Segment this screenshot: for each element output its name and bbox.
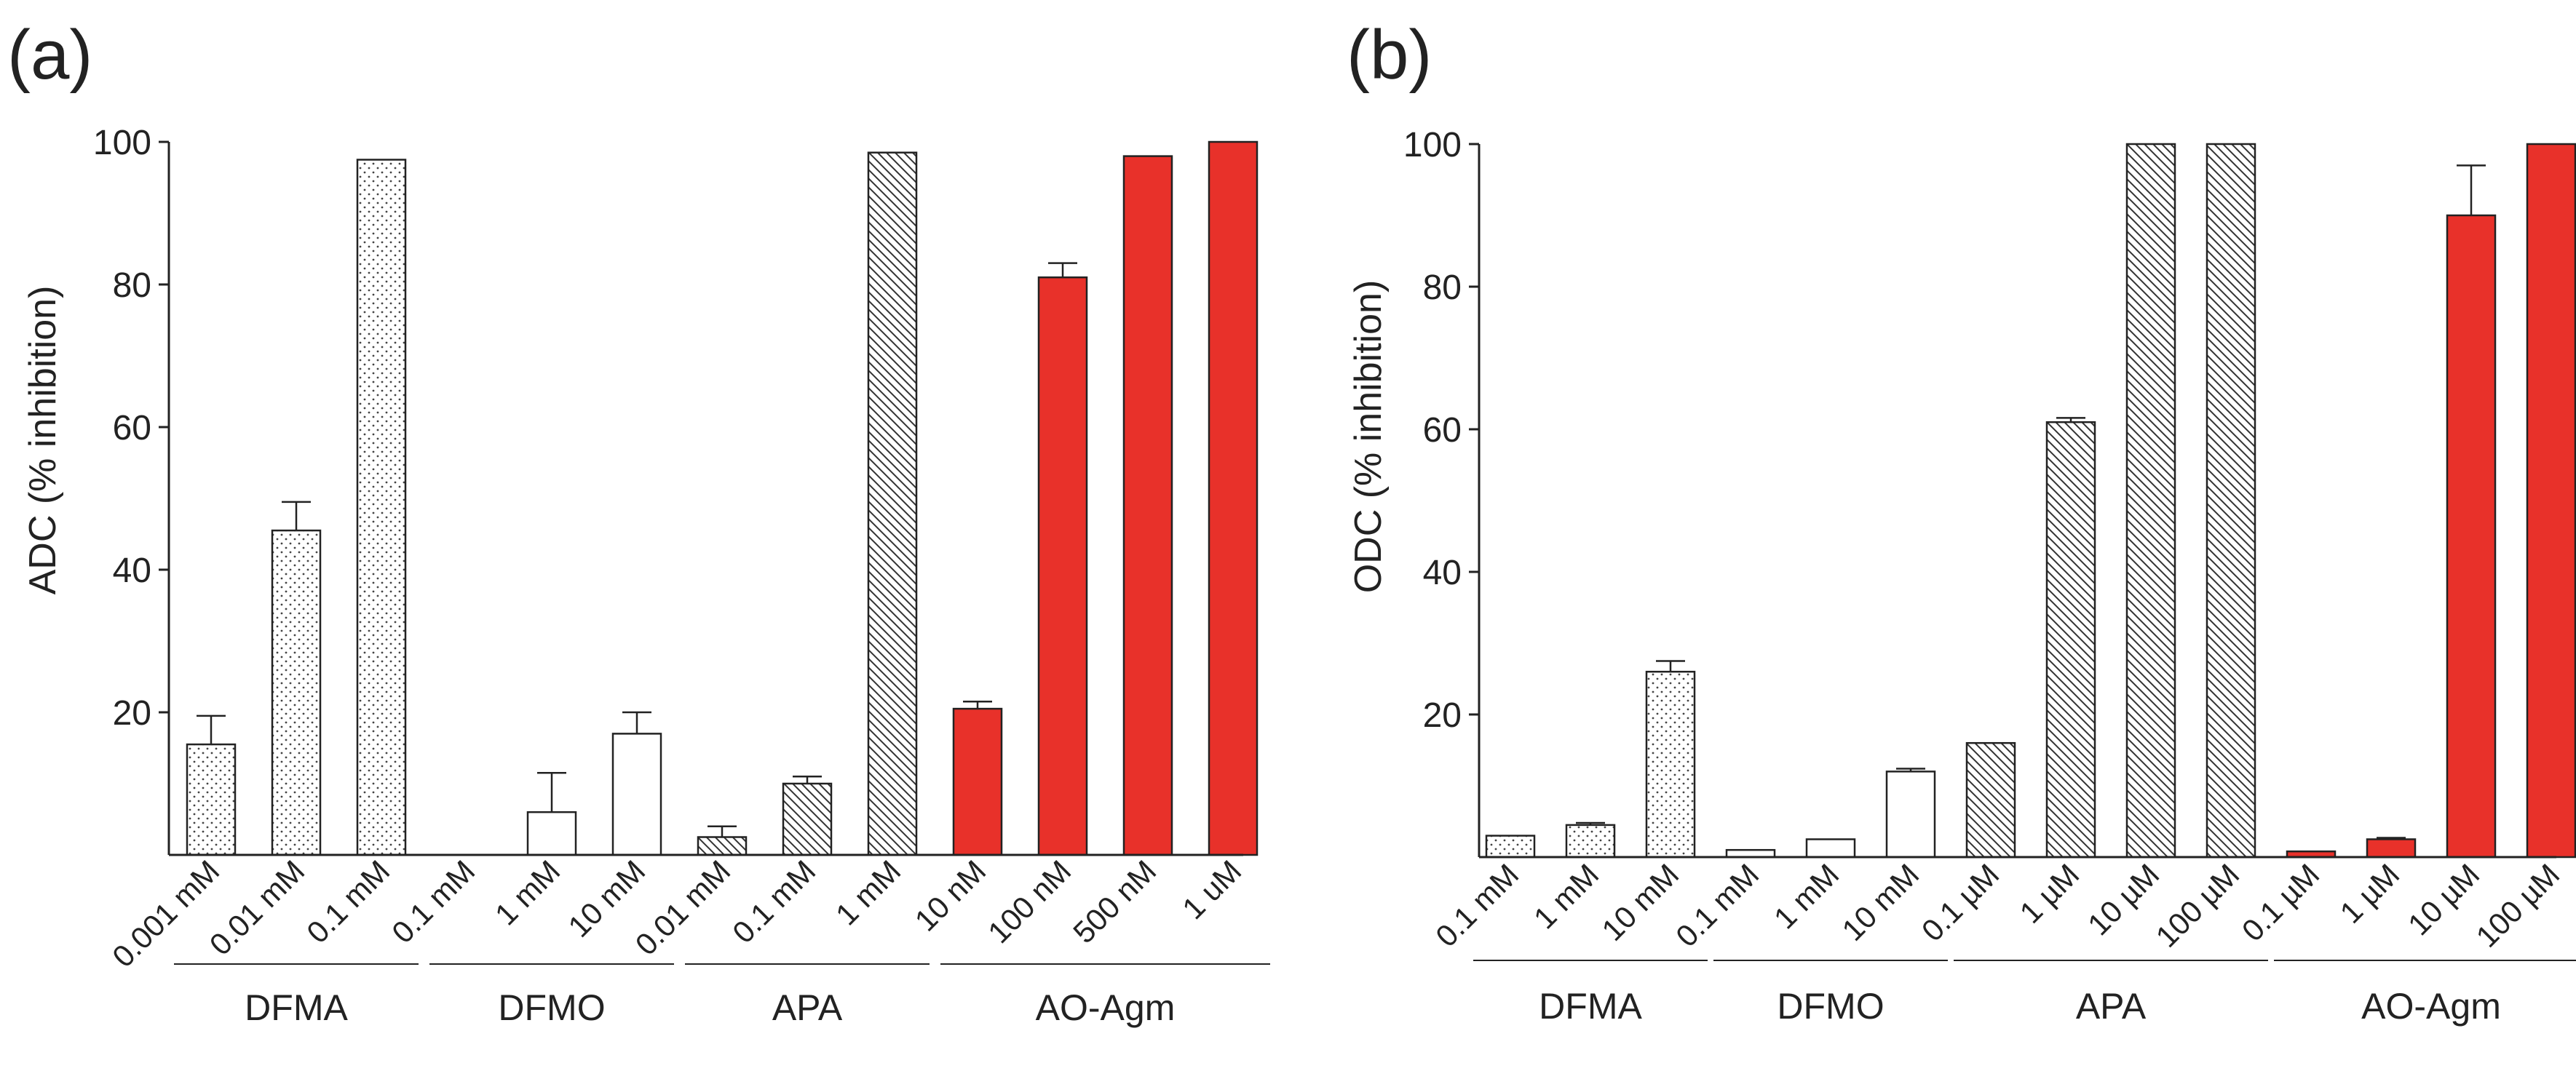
panel-a: (a) ADC (% inhibition) 20 40 60 80 100 0.001… — [7, 16, 1270, 1028]
bar — [2526, 143, 2576, 859]
x-tick-label: 500 nM — [1066, 853, 1162, 949]
group-labels: DFMA DFMO APA AO-Agm — [1473, 960, 2576, 1027]
bar — [867, 151, 918, 856]
bar — [1965, 741, 2016, 859]
x-tick-label: 1 µM — [2334, 857, 2406, 930]
x-tick-label: 0.01 mM — [203, 853, 312, 962]
bar — [1122, 155, 1173, 856]
x-tick-label: 1 uM — [1176, 853, 1248, 925]
group-label: DFMO — [1777, 986, 1884, 1027]
x-tick-label: 1 mM — [488, 853, 566, 931]
bar — [356, 159, 407, 856]
x-tick-label: 100 µM — [2149, 857, 2246, 954]
axes — [167, 142, 1243, 856]
group-label: DFMA — [245, 987, 348, 1028]
x-tick-label: 0.001 mM — [106, 853, 226, 973]
x-tick-label: 0.1 mM — [1669, 857, 1765, 953]
bar — [782, 782, 833, 856]
axes — [1478, 144, 2556, 859]
bar — [271, 529, 322, 856]
x-tick-label: 10 mM — [1595, 857, 1685, 947]
bar — [1885, 771, 1936, 859]
bars — [186, 140, 1259, 856]
group-label: DFMO — [498, 987, 605, 1028]
y-tick-label: 40 — [1423, 554, 1462, 592]
y-axis-label: ADC (% inhibition) — [22, 286, 64, 595]
y-axis-ticks: 20 40 60 80 100 — [1403, 126, 1479, 735]
y-tick-label: 20 — [113, 694, 151, 733]
bar — [1565, 824, 1616, 859]
y-tick-label: 80 — [113, 266, 151, 305]
y-tick-label: 20 — [1423, 696, 1462, 735]
bar — [526, 811, 577, 856]
bar — [2446, 214, 2497, 859]
x-tick-label: 0.1 mM — [726, 853, 822, 949]
bar — [1805, 838, 1856, 859]
bars — [1485, 143, 2576, 859]
panel-b: (b) ODC (% inhibition) 20 40 60 80 100 0.1 m… — [1347, 16, 2576, 1027]
bar — [2206, 143, 2256, 859]
bar — [611, 733, 662, 856]
x-tick-label: 10 mM — [1835, 857, 1925, 947]
group-label: DFMA — [1539, 986, 1642, 1027]
bar — [1645, 670, 1696, 859]
y-axis-label: ODC (% inhibition) — [1347, 280, 1390, 594]
bar — [2125, 143, 2176, 859]
group-label: APA — [2076, 986, 2147, 1027]
x-tick-label: 100 nM — [981, 853, 1077, 949]
y-tick-label: 100 — [1403, 126, 1462, 164]
y-tick-label: 40 — [113, 552, 151, 590]
x-tick-label: 1 µM — [2013, 857, 2086, 930]
bar — [1037, 276, 1088, 856]
group-label: APA — [772, 987, 843, 1028]
x-tick-label: 0.1 mM — [1429, 857, 1525, 953]
group-label: AO-Agm — [1036, 987, 1176, 1028]
panel-label: (a) — [7, 16, 92, 94]
x-tick-label: 1 mM — [1767, 857, 1845, 935]
x-tick-label: 1 mM — [1527, 857, 1605, 935]
y-axis-ticks: 20 40 60 80 100 — [93, 124, 169, 733]
x-tick-label: 0.1 µM — [2235, 857, 2326, 948]
group-labels: DFMA DFMO APA AO-Agm — [174, 963, 1270, 1028]
x-tick-label: 10 nM — [908, 853, 993, 938]
y-tick-label: 80 — [1423, 268, 1462, 307]
y-tick-label: 100 — [93, 124, 151, 162]
bar — [186, 743, 237, 856]
x-tick-label: 100 µM — [2469, 857, 2566, 954]
bar — [952, 707, 1003, 856]
group-label: AO-Agm — [2361, 986, 2501, 1027]
x-tick-label: 0.1 µM — [1915, 857, 2006, 948]
x-tick-label: 0.1 mM — [300, 853, 396, 949]
panel-label: (b) — [1347, 16, 1432, 94]
x-tick-label: 0.1 mM — [385, 853, 481, 949]
bar — [2045, 421, 2096, 859]
bar — [2366, 838, 2417, 859]
x-tick-label: 0.01 mM — [629, 853, 737, 962]
y-tick-label: 60 — [113, 409, 151, 447]
bar — [1208, 140, 1259, 856]
x-tick-label: 1 mM — [829, 853, 907, 931]
bar — [697, 836, 748, 856]
bar — [1485, 835, 1536, 859]
y-tick-label: 60 — [1423, 411, 1462, 450]
